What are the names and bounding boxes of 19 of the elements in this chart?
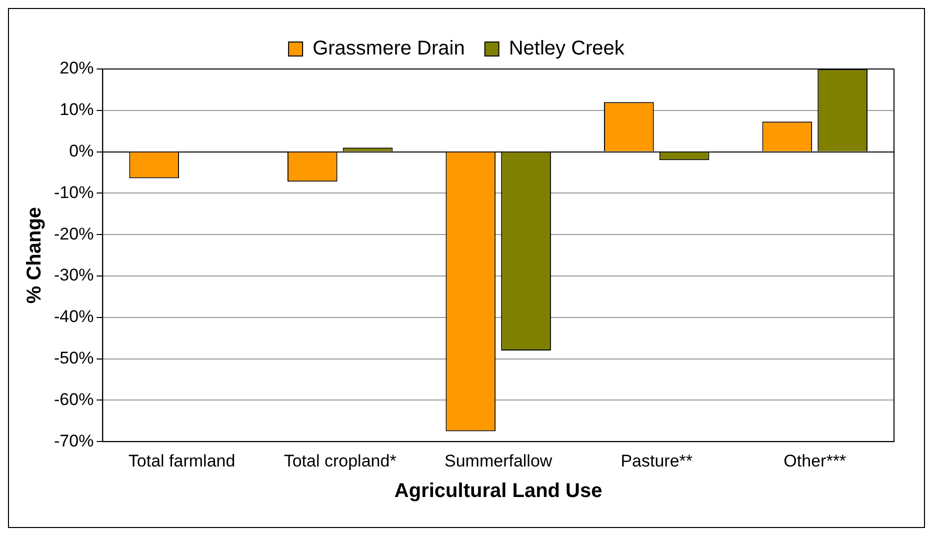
x-tick-label: Other*** [784,451,846,470]
y-tick-label: -70% [54,431,94,450]
y-axis-title: % Change [24,206,46,304]
x-tick-label: Summerfallow [444,451,553,470]
x-tick-label: Total cropland* [284,451,397,470]
x-tick-label: Total farmland [128,451,236,470]
y-tick-label: 0% [69,141,94,160]
y-tick-label: -20% [54,224,94,244]
legend-label: Netley Creek [508,38,626,60]
legend-label: Grassmere Drain [312,38,465,60]
y-tick-label: 10% [60,100,94,120]
x-tick-label: Pasture** [620,451,693,470]
y-tick-label: -50% [54,348,94,368]
y-tick-label: -10% [54,182,94,202]
y-tick-label: -30% [54,266,94,285]
x-axis-title: Agricultural Land Use [394,480,602,502]
y-tick-label: 20% [60,58,94,78]
y-tick-label: -40% [54,307,94,326]
y-tick-label: -60% [54,390,94,409]
